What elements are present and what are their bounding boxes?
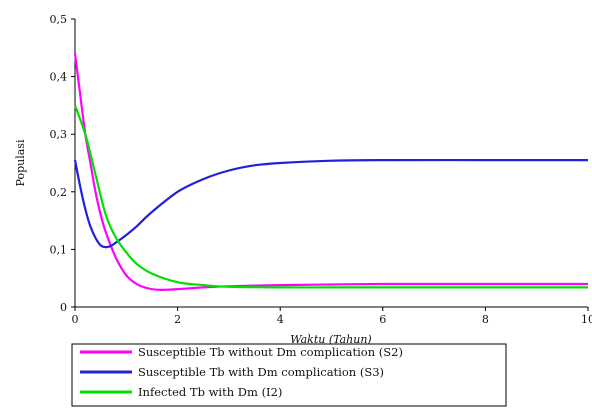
legend-label: Infected Tb with Dm (I2) — [138, 385, 282, 399]
legend-box — [71, 343, 507, 407]
series-s3-line — [73, 158, 588, 249]
x-axis-label: Waktu (Tahun) — [290, 333, 371, 346]
legend-item-i2: Infected Tb with Dm (I2) — [80, 385, 282, 399]
x-tick-label: 0 — [72, 313, 79, 326]
x-tick-label: 4 — [277, 313, 284, 326]
legend: Susceptible Tb without Dm complication (… — [71, 343, 507, 407]
series-i2-line — [73, 105, 588, 289]
y-tick-label: 0 — [60, 301, 67, 314]
y-tick-label: 0,4 — [50, 71, 68, 84]
y-tick-label: 0,5 — [50, 13, 68, 26]
axes — [74, 19, 588, 308]
y-tick-label: 0,1 — [50, 243, 68, 256]
legend-item-s2: Susceptible Tb without Dm complication (… — [80, 345, 403, 359]
x-tick-label: 10 — [581, 313, 592, 326]
x-tick-label: 8 — [482, 313, 489, 326]
x-ticks: 0 2 4 6 8 10 — [72, 307, 592, 326]
series-s2-line — [73, 53, 588, 291]
x-tick-label: 2 — [174, 313, 181, 326]
legend-label: Susceptible Tb without Dm complication (… — [138, 345, 403, 359]
legend-label: Susceptible Tb with Dm complication (S3) — [138, 365, 384, 379]
y-ticks: 0 0,1 0,2 0,3 0,4 0,5 — [50, 13, 75, 314]
y-tick-label: 0,2 — [50, 186, 68, 199]
y-axis-label: Populasi — [14, 139, 27, 186]
legend-item-s3: Susceptible Tb with Dm complication (S3) — [80, 365, 384, 379]
y-tick-label: 0,3 — [50, 128, 68, 141]
x-tick-label: 6 — [379, 313, 386, 326]
series-group — [73, 53, 588, 291]
